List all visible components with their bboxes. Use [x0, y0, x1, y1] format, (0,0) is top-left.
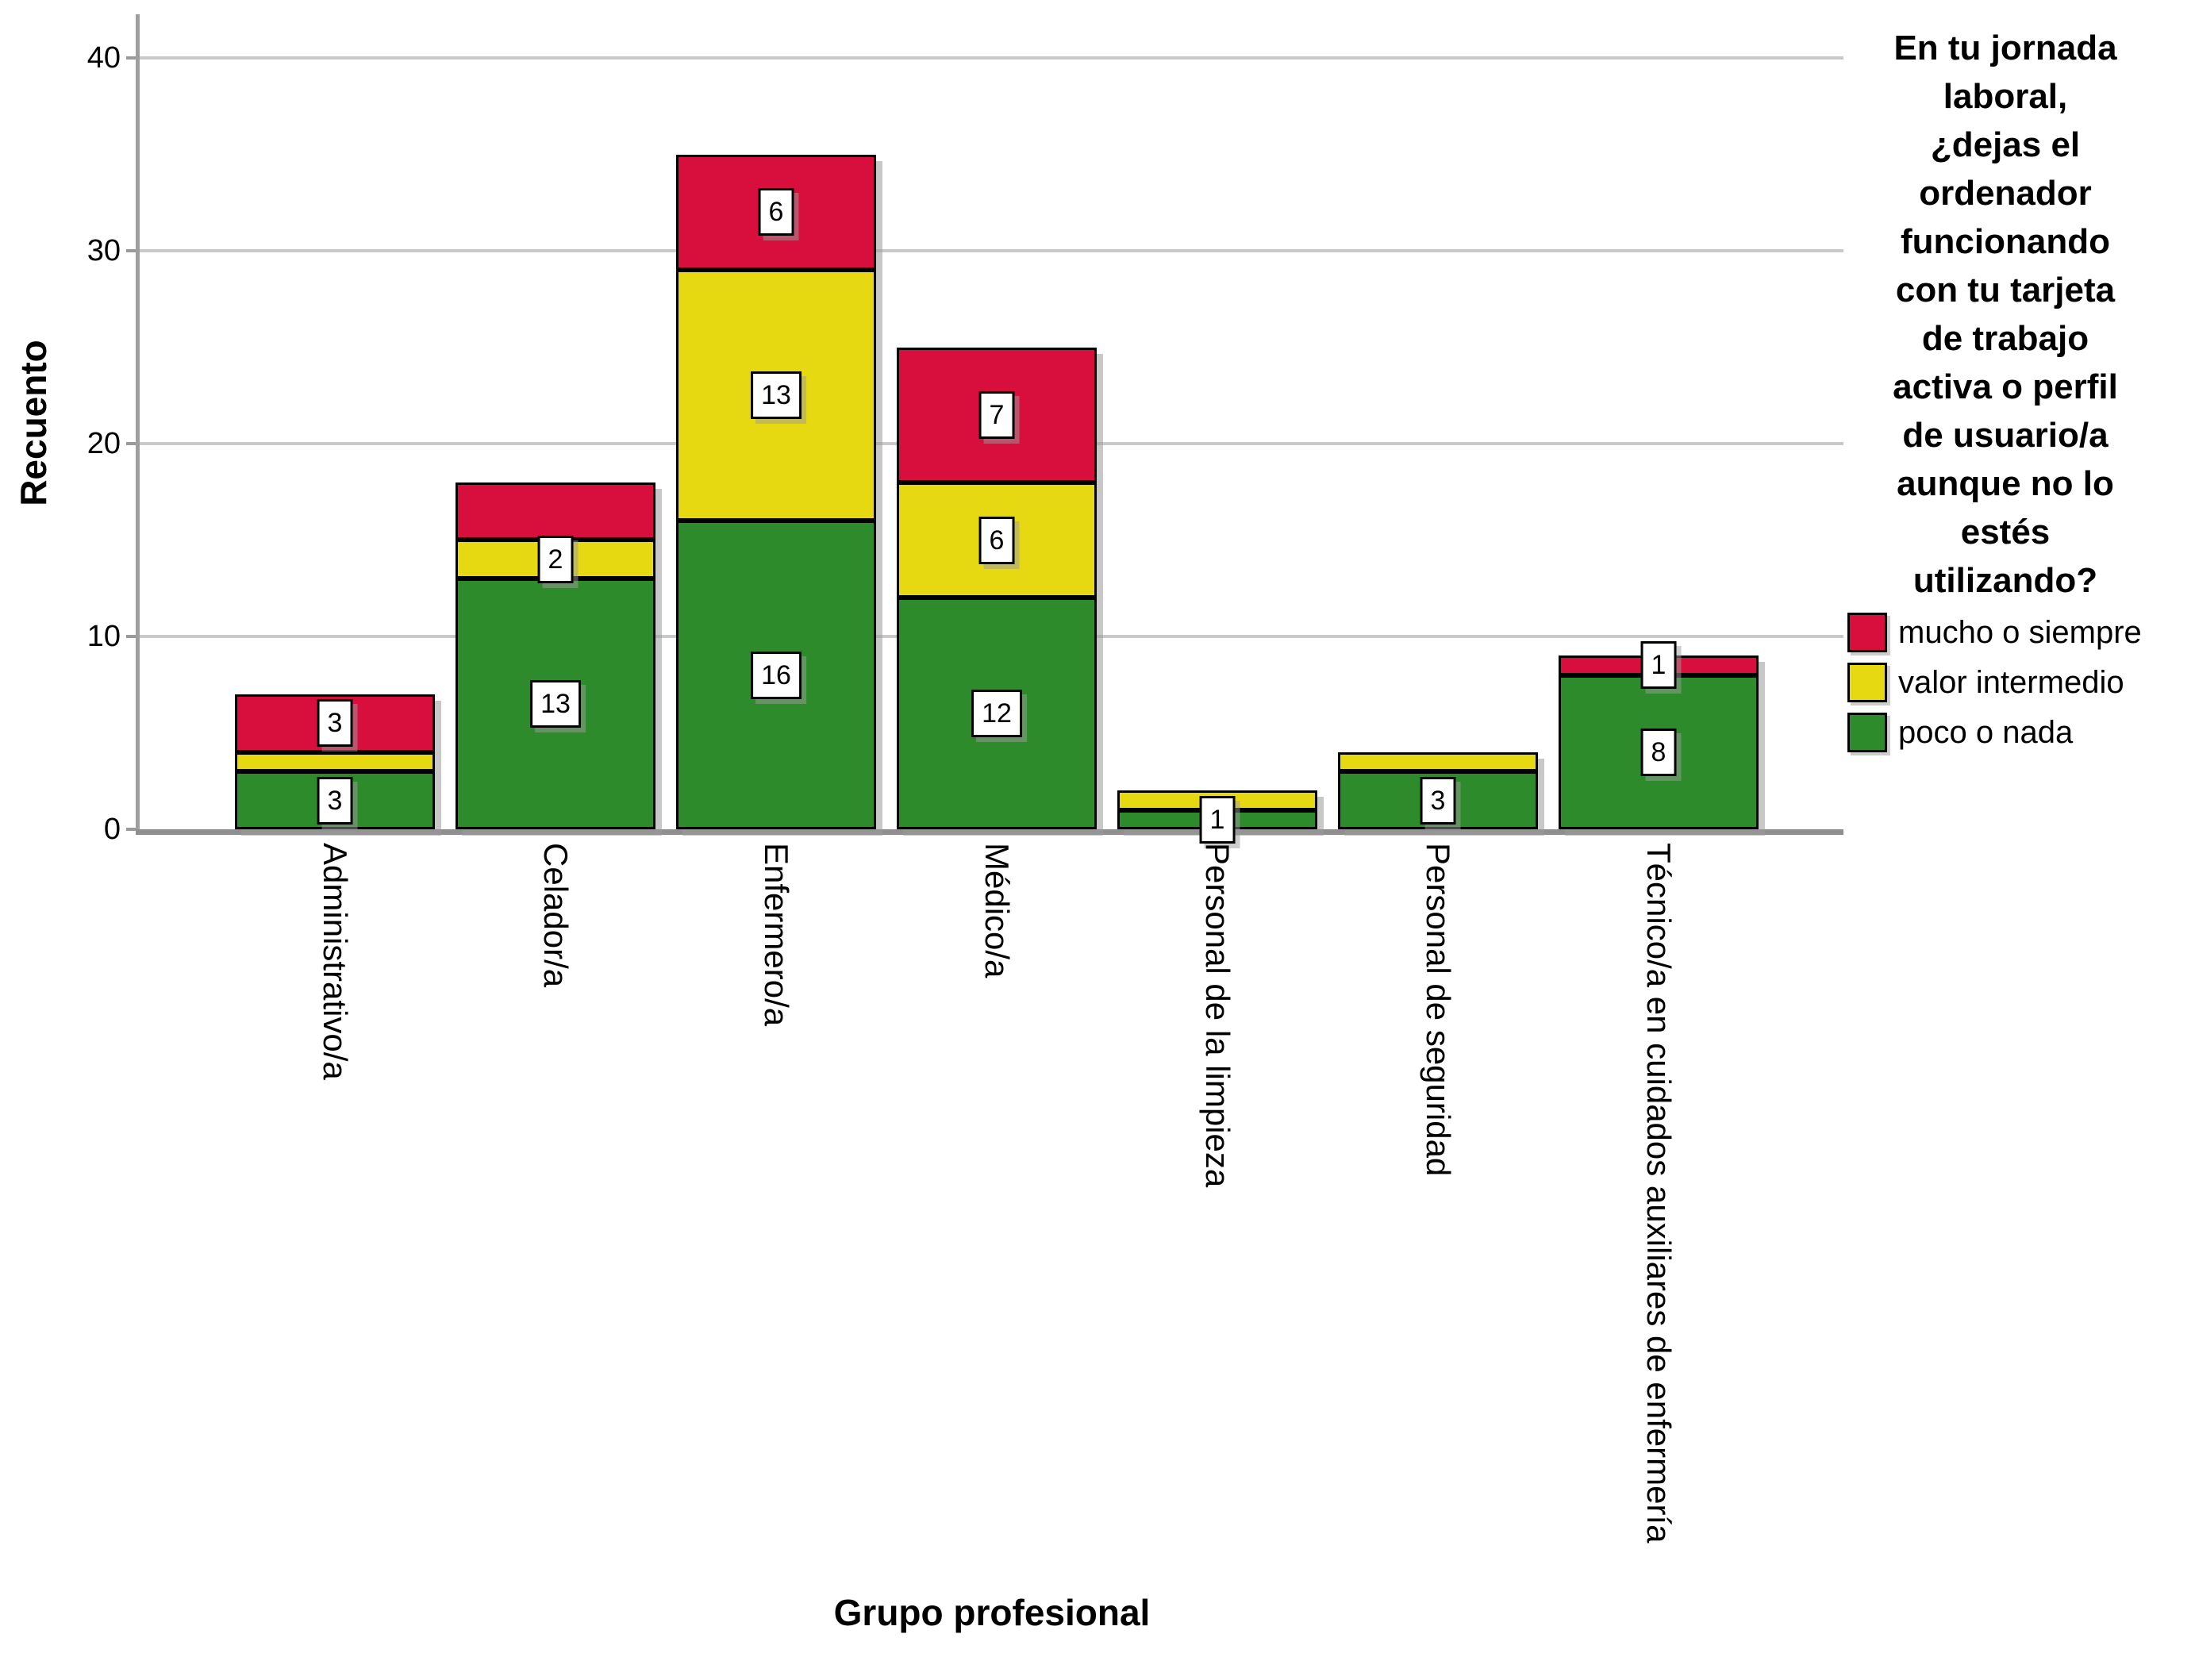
- x-category-label: Celador/a: [537, 843, 575, 988]
- legend-swatch-valor-intermedio: [1847, 663, 1887, 702]
- bar-6: [1338, 752, 1538, 829]
- y-axis-line: [136, 14, 140, 835]
- bar-value-label: 6: [758, 188, 794, 236]
- bar-value-label: 12: [971, 690, 1022, 738]
- bar-2: [456, 482, 655, 829]
- bar-value-label: 16: [751, 651, 802, 699]
- legend-item-label: poco o nada: [1898, 715, 2074, 750]
- legend-item-poco-o-nada: poco o nada: [1847, 713, 2142, 752]
- bar-value-label: 2: [537, 535, 574, 583]
- gridline-40: [139, 56, 1843, 60]
- bar-segment-mucho-o-siempre: [456, 482, 655, 540]
- y-tick-label-0: 0: [103, 813, 121, 846]
- x-category-label: Técnico/a en cuidados auxiliares de enfe…: [1640, 843, 1678, 1544]
- legend-item-mucho-o-siempre: mucho o siempre: [1847, 613, 2142, 652]
- legend-swatch-mucho-o-siempre: [1847, 613, 1887, 652]
- legend-item-label: valor intermedio: [1898, 665, 2124, 700]
- bar-1: [235, 694, 435, 829]
- x-category-label: Personal de la limpieza: [1199, 843, 1236, 1188]
- x-category-label: Personal de seguridad: [1420, 843, 1457, 1177]
- y-tick-label-40: 40: [86, 41, 121, 75]
- legend-swatch-poco-o-nada: [1847, 713, 1887, 752]
- legend-title: En tu jornada laboral, ¿dejas el ordenad…: [1893, 29, 2118, 600]
- bar-value-label: 3: [317, 776, 353, 825]
- bar-value-label: 3: [1420, 776, 1456, 825]
- legend-item-valor-intermedio: valor intermedio: [1847, 663, 2142, 702]
- y-axis-title: Recuento: [13, 340, 54, 506]
- bar-value-label: 7: [978, 390, 1015, 439]
- bar-segment-valor-intermedio: [1338, 752, 1538, 772]
- y-tick-label-30: 30: [86, 234, 121, 267]
- y-tick-mark-0: [126, 828, 139, 831]
- legend-item-label: mucho o siempre: [1898, 615, 2142, 650]
- legend: En tu jornada laboral, ¿dejas el ordenad…: [1816, 0, 2195, 794]
- bar-value-label: 13: [751, 371, 802, 420]
- y-tick-mark-30: [126, 249, 139, 252]
- bar-segment-poco-o-nada: [1338, 771, 1538, 829]
- legend-items: mucho o siempre valor intermedio poco o na…: [1847, 613, 2142, 752]
- x-axis-title: Grupo profesional: [833, 1592, 1151, 1633]
- x-category-label: Médico/a: [978, 843, 1016, 978]
- bar-value-label: 8: [1640, 728, 1677, 776]
- y-tick-mark-10: [126, 635, 139, 638]
- bar-value-label: 1: [1640, 641, 1677, 690]
- x-axis-line: [136, 829, 1843, 835]
- y-tick-mark-20: [126, 442, 139, 445]
- y-tick-label-20: 20: [86, 427, 121, 460]
- x-category-label: Enfermero/a: [758, 843, 795, 1027]
- bar-segment-valor-intermedio: [235, 752, 435, 772]
- gridline-30: [139, 249, 1843, 252]
- y-tick-mark-40: [126, 56, 139, 60]
- bar-value-label: 3: [317, 699, 353, 748]
- bar-value-label: 13: [530, 680, 581, 729]
- x-category-label: Administrativo/a: [317, 843, 354, 1080]
- y-tick-label-10: 10: [86, 620, 121, 653]
- bar-value-label: 1: [1199, 795, 1236, 844]
- bar-value-label: 6: [978, 516, 1015, 564]
- bar-3: [676, 154, 876, 830]
